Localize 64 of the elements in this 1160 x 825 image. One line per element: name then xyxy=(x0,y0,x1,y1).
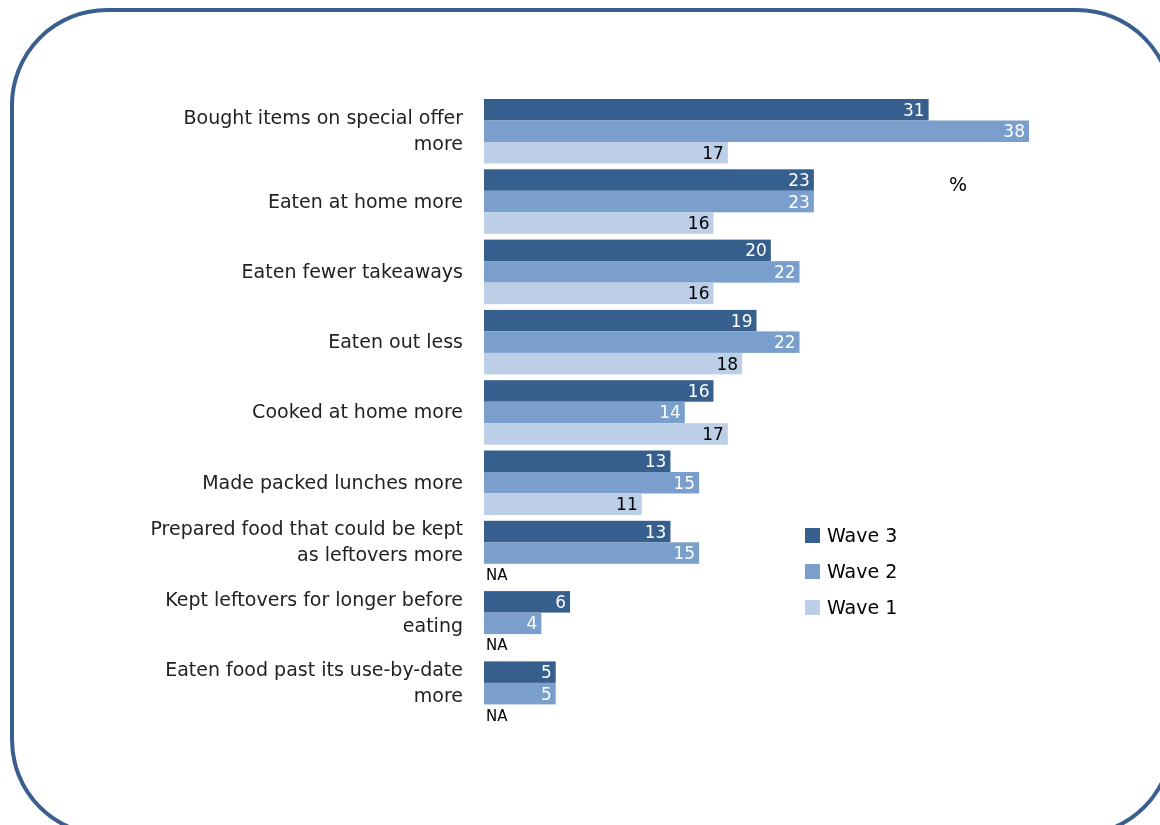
bar xyxy=(484,190,814,213)
data-label: 17 xyxy=(702,142,724,163)
y-tick-label: Prepared food that could be kept as leftovers more xyxy=(150,516,463,565)
bar xyxy=(484,239,771,262)
annotation: % xyxy=(948,172,968,195)
bar xyxy=(484,682,556,705)
data-label: 20 xyxy=(745,240,767,261)
legend-label: Wave 3 xyxy=(827,523,898,546)
data-label: 22 xyxy=(773,332,796,353)
data-label: 6 xyxy=(555,591,567,612)
bar xyxy=(484,423,728,445)
data-label: 18 xyxy=(716,353,739,374)
data-label: 16 xyxy=(687,213,710,234)
legend-label: Wave 1 xyxy=(827,595,898,618)
bar xyxy=(484,309,757,332)
data-label: 16 xyxy=(687,283,710,304)
bar xyxy=(484,261,800,283)
text: NA xyxy=(486,566,508,585)
text: NA xyxy=(486,636,508,655)
bar xyxy=(484,169,814,191)
data-label: 22 xyxy=(773,261,796,282)
bar xyxy=(484,542,700,564)
bar xyxy=(484,450,671,472)
data-label: 17 xyxy=(702,423,724,444)
y-tick-label: Kept leftovers for longer before eating xyxy=(165,587,463,636)
y-tick-label: Eaten at home more xyxy=(267,189,463,212)
bar xyxy=(484,493,642,515)
data-label: 23 xyxy=(788,191,810,212)
y-tick-label: Made packed lunches more xyxy=(202,470,463,493)
y-tick-label: Eaten fewer takeaways xyxy=(241,259,463,282)
data-label: 13 xyxy=(644,451,667,472)
data-label: 5 xyxy=(540,662,552,683)
data-label: 15 xyxy=(673,543,696,564)
y-tick-label: Cooked at home more xyxy=(252,399,463,422)
bar xyxy=(484,612,542,635)
text: NA xyxy=(486,706,508,725)
bar xyxy=(484,352,743,375)
bar xyxy=(484,401,685,424)
bar xyxy=(484,120,1029,142)
data-label: 15 xyxy=(673,472,696,493)
bar xyxy=(484,380,714,402)
bar xyxy=(484,212,714,234)
data-label: 23 xyxy=(788,170,810,191)
data-label: 13 xyxy=(644,521,667,542)
data-label: 5 xyxy=(540,683,552,704)
data-label: 16 xyxy=(687,380,710,401)
bar xyxy=(484,591,571,613)
y-tick-label: Bought items on special offer more xyxy=(183,105,464,154)
data-label: 4 xyxy=(526,613,538,634)
bar xyxy=(484,520,671,543)
bar xyxy=(484,99,929,121)
y-tick-label: Eaten out less xyxy=(328,329,463,352)
data-label: 19 xyxy=(730,310,753,331)
data-label: 11 xyxy=(616,494,638,515)
bar xyxy=(484,472,700,494)
data-label: 14 xyxy=(659,402,681,423)
bar xyxy=(484,282,714,305)
legend-label: Wave 2 xyxy=(827,559,898,582)
y-tick-label: Eaten food past its use-by-date more xyxy=(165,657,463,706)
data-label: 31 xyxy=(902,99,925,120)
bar xyxy=(484,142,728,164)
bar xyxy=(484,661,556,683)
bar xyxy=(484,331,800,353)
data-label: 38 xyxy=(1003,121,1025,142)
